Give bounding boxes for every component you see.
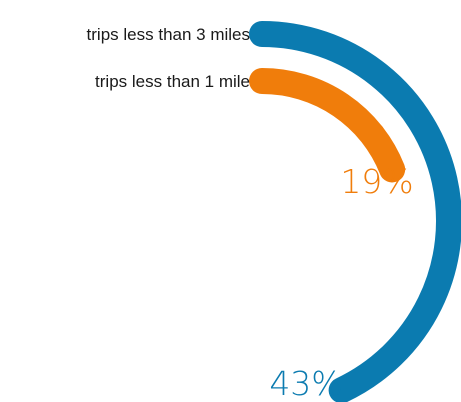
series-label-trips-less-than-1-mile: trips less than 1 mile — [95, 72, 250, 91]
arc-trips-less-than-1-mile — [249, 68, 406, 183]
series-inner: trips less than 1 mile 19% — [95, 68, 414, 201]
arc-trips-less-than-3-miles — [249, 21, 461, 402]
series-outer: trips less than 3 miles 43% — [87, 21, 461, 402]
series-label-trips-less-than-3-miles: trips less than 3 miles — [87, 25, 250, 44]
value-label-43-percent: 43% — [269, 364, 342, 402]
value-label-19-percent: 19% — [340, 162, 413, 201]
